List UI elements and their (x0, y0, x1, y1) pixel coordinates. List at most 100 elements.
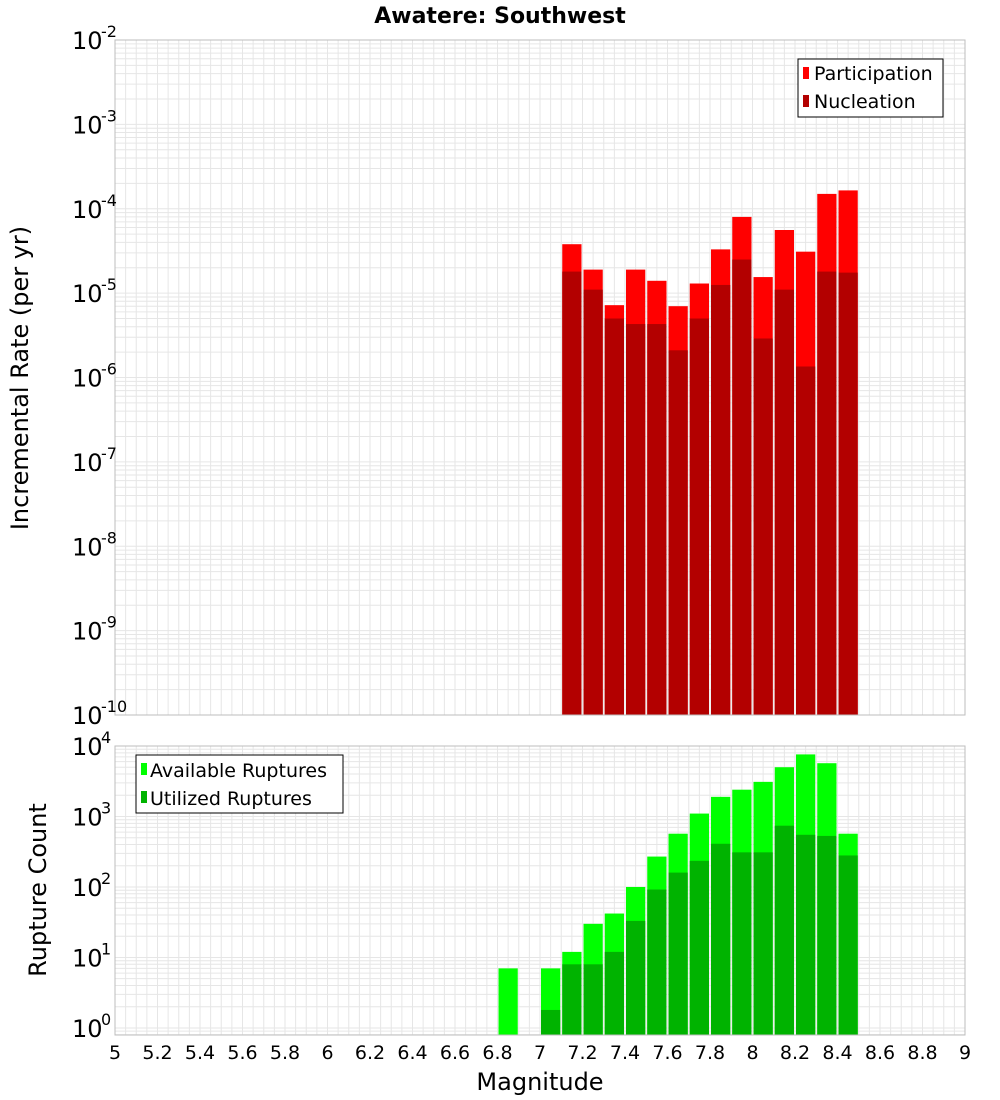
top-y-tick-label: 10 (72, 365, 103, 393)
x-tick-label: 5 (109, 1042, 121, 1064)
utilized-ruptures-swatch (141, 791, 147, 803)
bottom-utilized-ruptures-bar (583, 964, 603, 1035)
top-y-tick-exponent: -3 (101, 106, 117, 125)
bottom-available-ruptures-bar (498, 968, 518, 1035)
x-tick-label: 5.6 (227, 1042, 257, 1064)
bottom-plot-bars (498, 754, 858, 1035)
top-y-tick-label: 10 (72, 280, 103, 308)
participation-swatch (803, 67, 809, 79)
top-nucleation-bar (647, 324, 667, 715)
top-nucleation-bar (817, 271, 837, 715)
top-legend: Participation Nucleation (797, 58, 944, 118)
top-nucleation-bar (732, 259, 752, 715)
top-y-tick-exponent: -5 (101, 275, 117, 294)
top-nucleation-bar (838, 272, 858, 715)
top-y-tick-exponent: -6 (101, 360, 117, 379)
bottom-y-tick-label: 10 (72, 803, 103, 831)
top-nucleation-bar (604, 318, 624, 715)
x-tick-label: 7.2 (567, 1042, 597, 1064)
x-tick-label: 8 (746, 1042, 758, 1064)
x-tick-label: 5.4 (185, 1042, 215, 1064)
top-y-tick-exponent: -8 (101, 528, 117, 547)
bottom-utilized-ruptures-bar (838, 855, 858, 1035)
bottom-utilized-ruptures-bar (817, 835, 837, 1035)
bottom-plot-area (114, 745, 966, 1036)
top-y-axis-label: Incremental Rate (per yr) (6, 226, 34, 530)
bottom-utilized-ruptures-bar (626, 920, 646, 1035)
top-plot-bars (562, 190, 858, 716)
bottom-utilized-ruptures-bar (689, 860, 709, 1035)
bottom-utilized-ruptures-bar (753, 852, 773, 1035)
chart-title: Awatere: Southwest (374, 4, 626, 29)
x-tick-label: 5.8 (270, 1042, 300, 1064)
top-nucleation-bar (711, 284, 731, 715)
top-nucleation-bar (796, 366, 816, 715)
bottom-y-tick-exponent: 0 (101, 1010, 111, 1029)
bottom-utilized-ruptures-bar (796, 834, 816, 1035)
x-tick-label: 9 (959, 1042, 971, 1064)
x-tick-label: 6.4 (397, 1042, 427, 1064)
x-tick-label: 5.2 (142, 1042, 172, 1064)
available-ruptures-swatch (141, 763, 147, 775)
top-y-tick-label: 10 (72, 449, 103, 477)
bottom-y-tick-exponent: 4 (101, 728, 111, 747)
bottom-legend-box (135, 754, 344, 814)
x-tick-label: 6.6 (440, 1042, 470, 1064)
bottom-utilized-ruptures-bar (668, 872, 688, 1035)
nucleation-legend-label: Nucleation (814, 91, 916, 113)
top-y-tick-exponent: -10 (101, 697, 127, 716)
top-y-tick-label: 10 (72, 618, 103, 646)
available-ruptures-legend-label: Available Ruptures (150, 760, 327, 782)
top-y-tick-exponent: -9 (101, 613, 117, 632)
top-y-tick-exponent: -4 (101, 191, 117, 210)
x-tick-label: 8.8 (907, 1042, 937, 1064)
x-tick-label: 8.6 (865, 1042, 895, 1064)
x-tick-label: 6 (321, 1042, 333, 1064)
bottom-y-tick-exponent: 2 (101, 869, 111, 888)
bottom-y-tick-label: 10 (72, 944, 103, 972)
x-tick-label: 7 (534, 1042, 546, 1064)
bottom-utilized-ruptures-bar (711, 843, 731, 1035)
bottom-y-tick-label: 10 (72, 874, 103, 902)
top-y-tick-exponent: -2 (101, 22, 117, 41)
bottom-y-tick-label: 10 (72, 1015, 103, 1043)
top-plot-area (114, 39, 966, 716)
top-nucleation-bar (583, 289, 603, 715)
top-nucleation-bar (562, 271, 582, 715)
bottom-y-tick-exponent: 1 (101, 939, 111, 958)
nucleation-swatch (803, 95, 809, 107)
top-y-tick-label: 10 (72, 111, 103, 139)
x-tick-label: 7.6 (652, 1042, 682, 1064)
participation-legend-label: Participation (814, 63, 933, 85)
x-tick-label: 7.8 (695, 1042, 725, 1064)
bottom-y-axis-label: Rupture Count (24, 803, 52, 977)
x-axis-label: Magnitude (476, 1068, 603, 1096)
bottom-utilized-ruptures-bar (647, 889, 667, 1035)
top-plot-grid (114, 40, 966, 716)
top-nucleation-bar (753, 338, 773, 715)
x-axis-ticks: 5 5.2 5.4 5.6 5.8 6 6.2 6.4 6.6 6.8 7 7.2 7.4 7.6 7.8 8… (109, 1042, 971, 1064)
x-tick-label: 6.8 (482, 1042, 512, 1064)
x-tick-label: 6.2 (355, 1042, 385, 1064)
top-nucleation-bar (668, 350, 688, 715)
top-y-tick-label: 10 (72, 533, 103, 561)
bottom-utilized-ruptures-bar (774, 825, 794, 1035)
bottom-utilized-ruptures-bar (541, 1009, 561, 1035)
top-y-tick-label: 10 (72, 196, 103, 224)
top-nucleation-bar (689, 318, 709, 715)
utilized-ruptures-legend-label: Utilized Ruptures (150, 788, 312, 810)
x-tick-label: 7.4 (610, 1042, 640, 1064)
top-nucleation-bar (626, 324, 646, 715)
bottom-utilized-ruptures-bar (732, 852, 752, 1035)
top-y-tick-label: 10 (72, 27, 103, 55)
bottom-utilized-ruptures-bar (562, 964, 582, 1035)
bottom-utilized-ruptures-bar (604, 951, 624, 1035)
top-y-tick-label: 10 (72, 702, 103, 730)
top-nucleation-bar (774, 289, 794, 715)
x-tick-label: 8.2 (780, 1042, 810, 1064)
bottom-legend: Available Ruptures Utilized Ruptures (135, 754, 344, 814)
top-y-tick-exponent: -7 (101, 444, 117, 463)
